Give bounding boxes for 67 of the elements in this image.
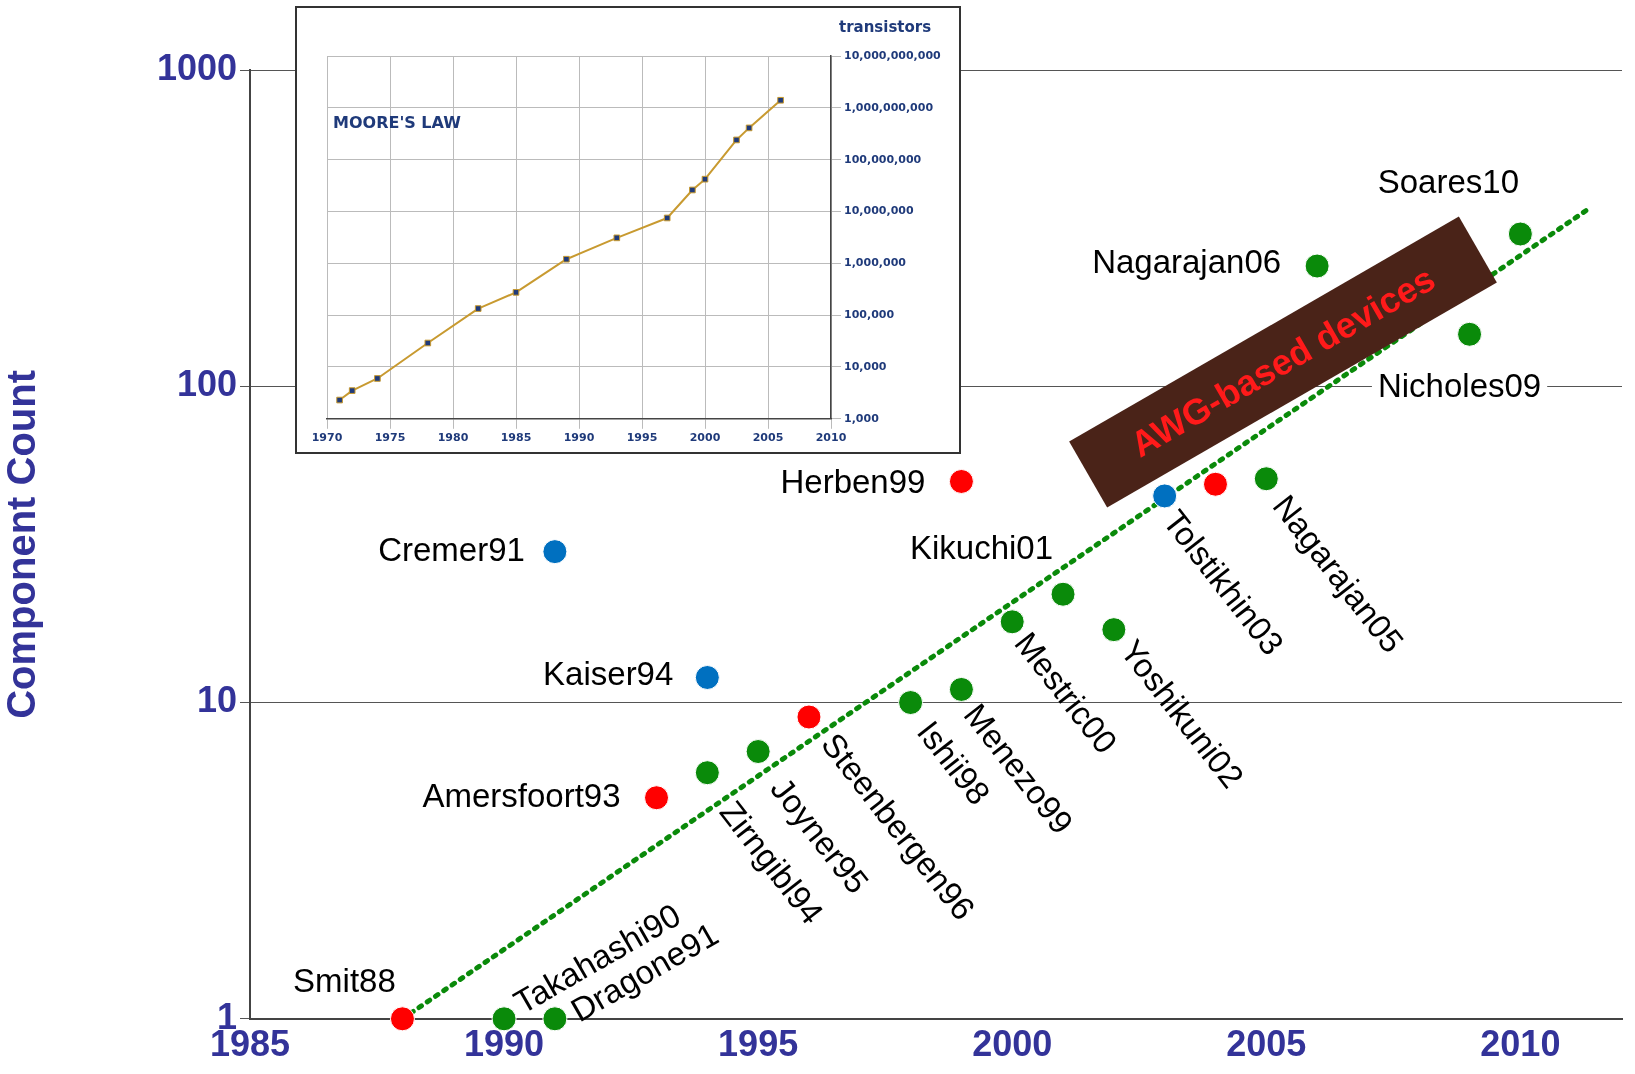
- y-tick-label: 100,000: [844, 308, 895, 321]
- annotation: Amersfoort93: [422, 776, 621, 814]
- point: [1152, 483, 1178, 509]
- y-tick-label: 10,000: [844, 359, 887, 373]
- y-tick-label: 100: [176, 363, 237, 405]
- point: [389, 1006, 415, 1032]
- point: [644, 785, 670, 811]
- point: [424, 339, 432, 347]
- annotation: Herben99: [780, 462, 926, 500]
- x-tick-label: 2005: [1226, 1023, 1307, 1065]
- y-tick-label: 1,000: [844, 411, 880, 425]
- point: [898, 690, 924, 716]
- annotation: Kaiser94: [543, 654, 674, 692]
- point: [512, 289, 520, 296]
- y-axis-title: transistors: [839, 18, 932, 36]
- point: [948, 468, 974, 494]
- annotation: Smit88: [293, 961, 396, 999]
- y-tick-label: 10,000,000: [844, 204, 914, 218]
- x-tick-label: 1985: [500, 431, 532, 445]
- point: [745, 124, 753, 132]
- point: [694, 760, 720, 786]
- point: [663, 214, 671, 222]
- x-tick-label: 2010: [1480, 1023, 1561, 1065]
- point: [336, 396, 343, 404]
- x-tick-label: 2005: [752, 431, 784, 445]
- point: [542, 539, 568, 565]
- point: [613, 234, 621, 242]
- point: [689, 186, 696, 194]
- y-axis-title: Component Count: [0, 369, 44, 719]
- point: [948, 676, 974, 702]
- x-tick-label: 1980: [437, 431, 469, 445]
- point: [701, 175, 709, 183]
- point: [348, 387, 356, 394]
- point: [796, 704, 822, 730]
- annotation: Soares10: [1377, 163, 1519, 201]
- point: [1507, 221, 1533, 247]
- y-tick-label: 10: [196, 679, 237, 721]
- x-tick-label: 2010: [815, 431, 847, 445]
- y-tick-label: 1000: [156, 46, 237, 88]
- x-tick-label: 2000: [972, 1023, 1053, 1065]
- x-tick-label: 1990: [563, 431, 595, 445]
- point: [1202, 471, 1228, 497]
- point: [1253, 466, 1279, 492]
- point: [474, 305, 482, 312]
- point: [1050, 581, 1076, 607]
- x-tick-label: 1995: [718, 1023, 799, 1065]
- annotation: Nicholes09: [1377, 367, 1542, 405]
- x-tick-label: 1990: [464, 1023, 545, 1065]
- point: [733, 136, 740, 144]
- point: [563, 255, 570, 263]
- annotation: Nagarajan06: [1092, 243, 1282, 281]
- annotation: Kikuchi01: [909, 529, 1054, 567]
- annotation: Cremer91: [378, 530, 525, 568]
- point: [1457, 321, 1483, 347]
- y-tick-label: 1,000,000,000: [844, 100, 934, 114]
- y-tick-label: 100,000,000: [844, 152, 922, 166]
- text: MOORE'S LAW: [333, 113, 462, 132]
- x-tick-label: 1970: [311, 431, 343, 445]
- y-tick-label: 1,000,000: [844, 256, 907, 270]
- x-tick-label: 1995: [626, 431, 658, 445]
- x-tick-label: 1975: [374, 431, 406, 445]
- point: [374, 375, 381, 382]
- point: [777, 96, 784, 104]
- y-tick-label: 10,000,000,000: [844, 48, 942, 62]
- point: [694, 664, 720, 690]
- point: [745, 739, 771, 765]
- x-tick-label: 2000: [689, 431, 721, 445]
